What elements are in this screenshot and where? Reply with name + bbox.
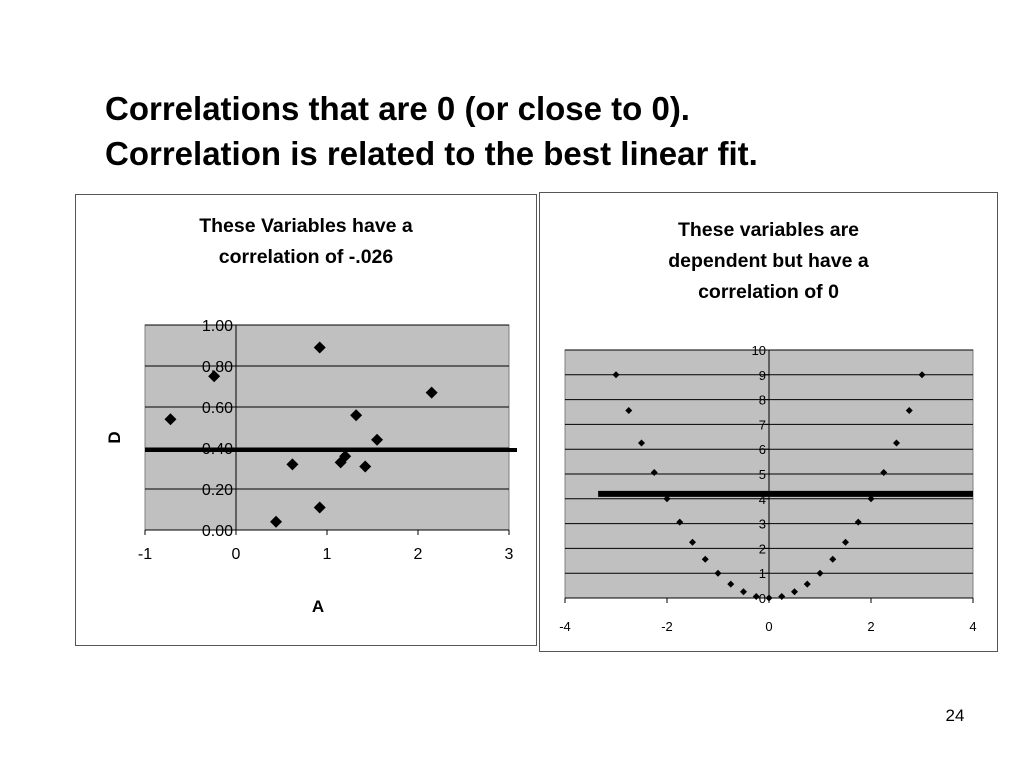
slide-title: Correlations that are 0 (or close to 0).… <box>105 86 985 176</box>
data-point <box>625 407 633 415</box>
data-point <box>867 495 875 503</box>
x-tick-label: 2 <box>867 619 874 634</box>
x-tick-label: 2 <box>414 546 423 563</box>
data-point <box>803 580 811 588</box>
data-point <box>752 593 760 601</box>
y-tick-label: 0.80 <box>202 359 233 376</box>
left-caption-line-1: These Variables have a <box>199 215 413 237</box>
y-tick-label: 10 <box>752 343 766 358</box>
y-tick-label: 6 <box>759 442 766 457</box>
data-point <box>286 458 299 471</box>
y-tick-label: 9 <box>759 368 766 383</box>
right-caption-line-1: These variables are <box>677 219 860 241</box>
data-point <box>650 469 658 477</box>
data-point <box>727 580 735 588</box>
data-point <box>339 450 352 463</box>
data-point <box>880 469 888 477</box>
data-point <box>208 370 221 383</box>
x-tick-label: 0 <box>765 619 772 634</box>
data-point <box>313 501 326 514</box>
page-number: 24 <box>945 706 965 725</box>
y-tick-label: 7 <box>759 417 766 432</box>
data-point <box>371 433 384 446</box>
data-point <box>918 371 926 379</box>
data-point <box>425 386 438 399</box>
y-tick-label: 0.00 <box>202 523 233 540</box>
data-point <box>714 569 722 577</box>
data-point <box>893 439 900 447</box>
plot-area <box>144 324 510 531</box>
data-point <box>765 594 773 602</box>
data-point <box>854 518 862 526</box>
right-caption-line-3: correlation of 0 <box>698 281 839 303</box>
data-point <box>842 538 849 546</box>
y-tick-label: 1.00 <box>202 318 233 335</box>
slide-title-line-1: Correlations that are 0 (or close to 0). <box>105 90 690 127</box>
data-point <box>829 555 837 563</box>
y-tick-label: 1 <box>759 566 766 581</box>
x-tick-label: -2 <box>661 619 673 634</box>
data-point <box>676 518 684 526</box>
y-tick-label: 0.60 <box>202 400 233 417</box>
right-chart-caption: These variables are dependent but have a… <box>540 215 997 308</box>
y-tick-label: 0.20 <box>202 482 233 499</box>
x-axis-title: A <box>312 597 324 616</box>
y-tick-label: 5 <box>759 467 766 482</box>
data-point <box>740 588 747 596</box>
y-tick-label: 4 <box>759 492 766 507</box>
data-point <box>638 439 645 447</box>
data-point <box>270 515 283 528</box>
x-tick-label: 3 <box>505 546 514 563</box>
data-point <box>778 593 786 601</box>
data-point <box>791 588 798 596</box>
left-caption-line-2: correlation of -.026 <box>218 246 394 268</box>
y-tick-label: 2 <box>759 541 766 556</box>
data-point <box>689 538 696 546</box>
data-point <box>164 413 177 426</box>
y-tick-label: 3 <box>759 517 766 532</box>
data-point <box>359 460 372 473</box>
data-point <box>663 495 671 503</box>
x-tick-label: 4 <box>969 619 976 634</box>
x-tick-label: -4 <box>559 619 571 634</box>
data-point <box>905 407 913 415</box>
data-point <box>350 409 363 422</box>
y-axis-title: D <box>105 431 124 443</box>
right-caption-line-2: dependent but have a <box>668 250 869 272</box>
slide-title-line-2: Correlation is related to the best linea… <box>105 135 758 172</box>
data-point <box>313 341 326 354</box>
x-tick-label: -1 <box>138 546 152 563</box>
x-tick-label: 1 <box>323 546 332 563</box>
data-point <box>816 569 824 577</box>
left-chart-caption: These Variables have a correlation of -.… <box>76 211 536 273</box>
y-tick-label: 8 <box>759 393 766 408</box>
x-tick-label: 0 <box>232 546 241 563</box>
data-point <box>612 371 620 379</box>
data-point <box>701 555 709 563</box>
